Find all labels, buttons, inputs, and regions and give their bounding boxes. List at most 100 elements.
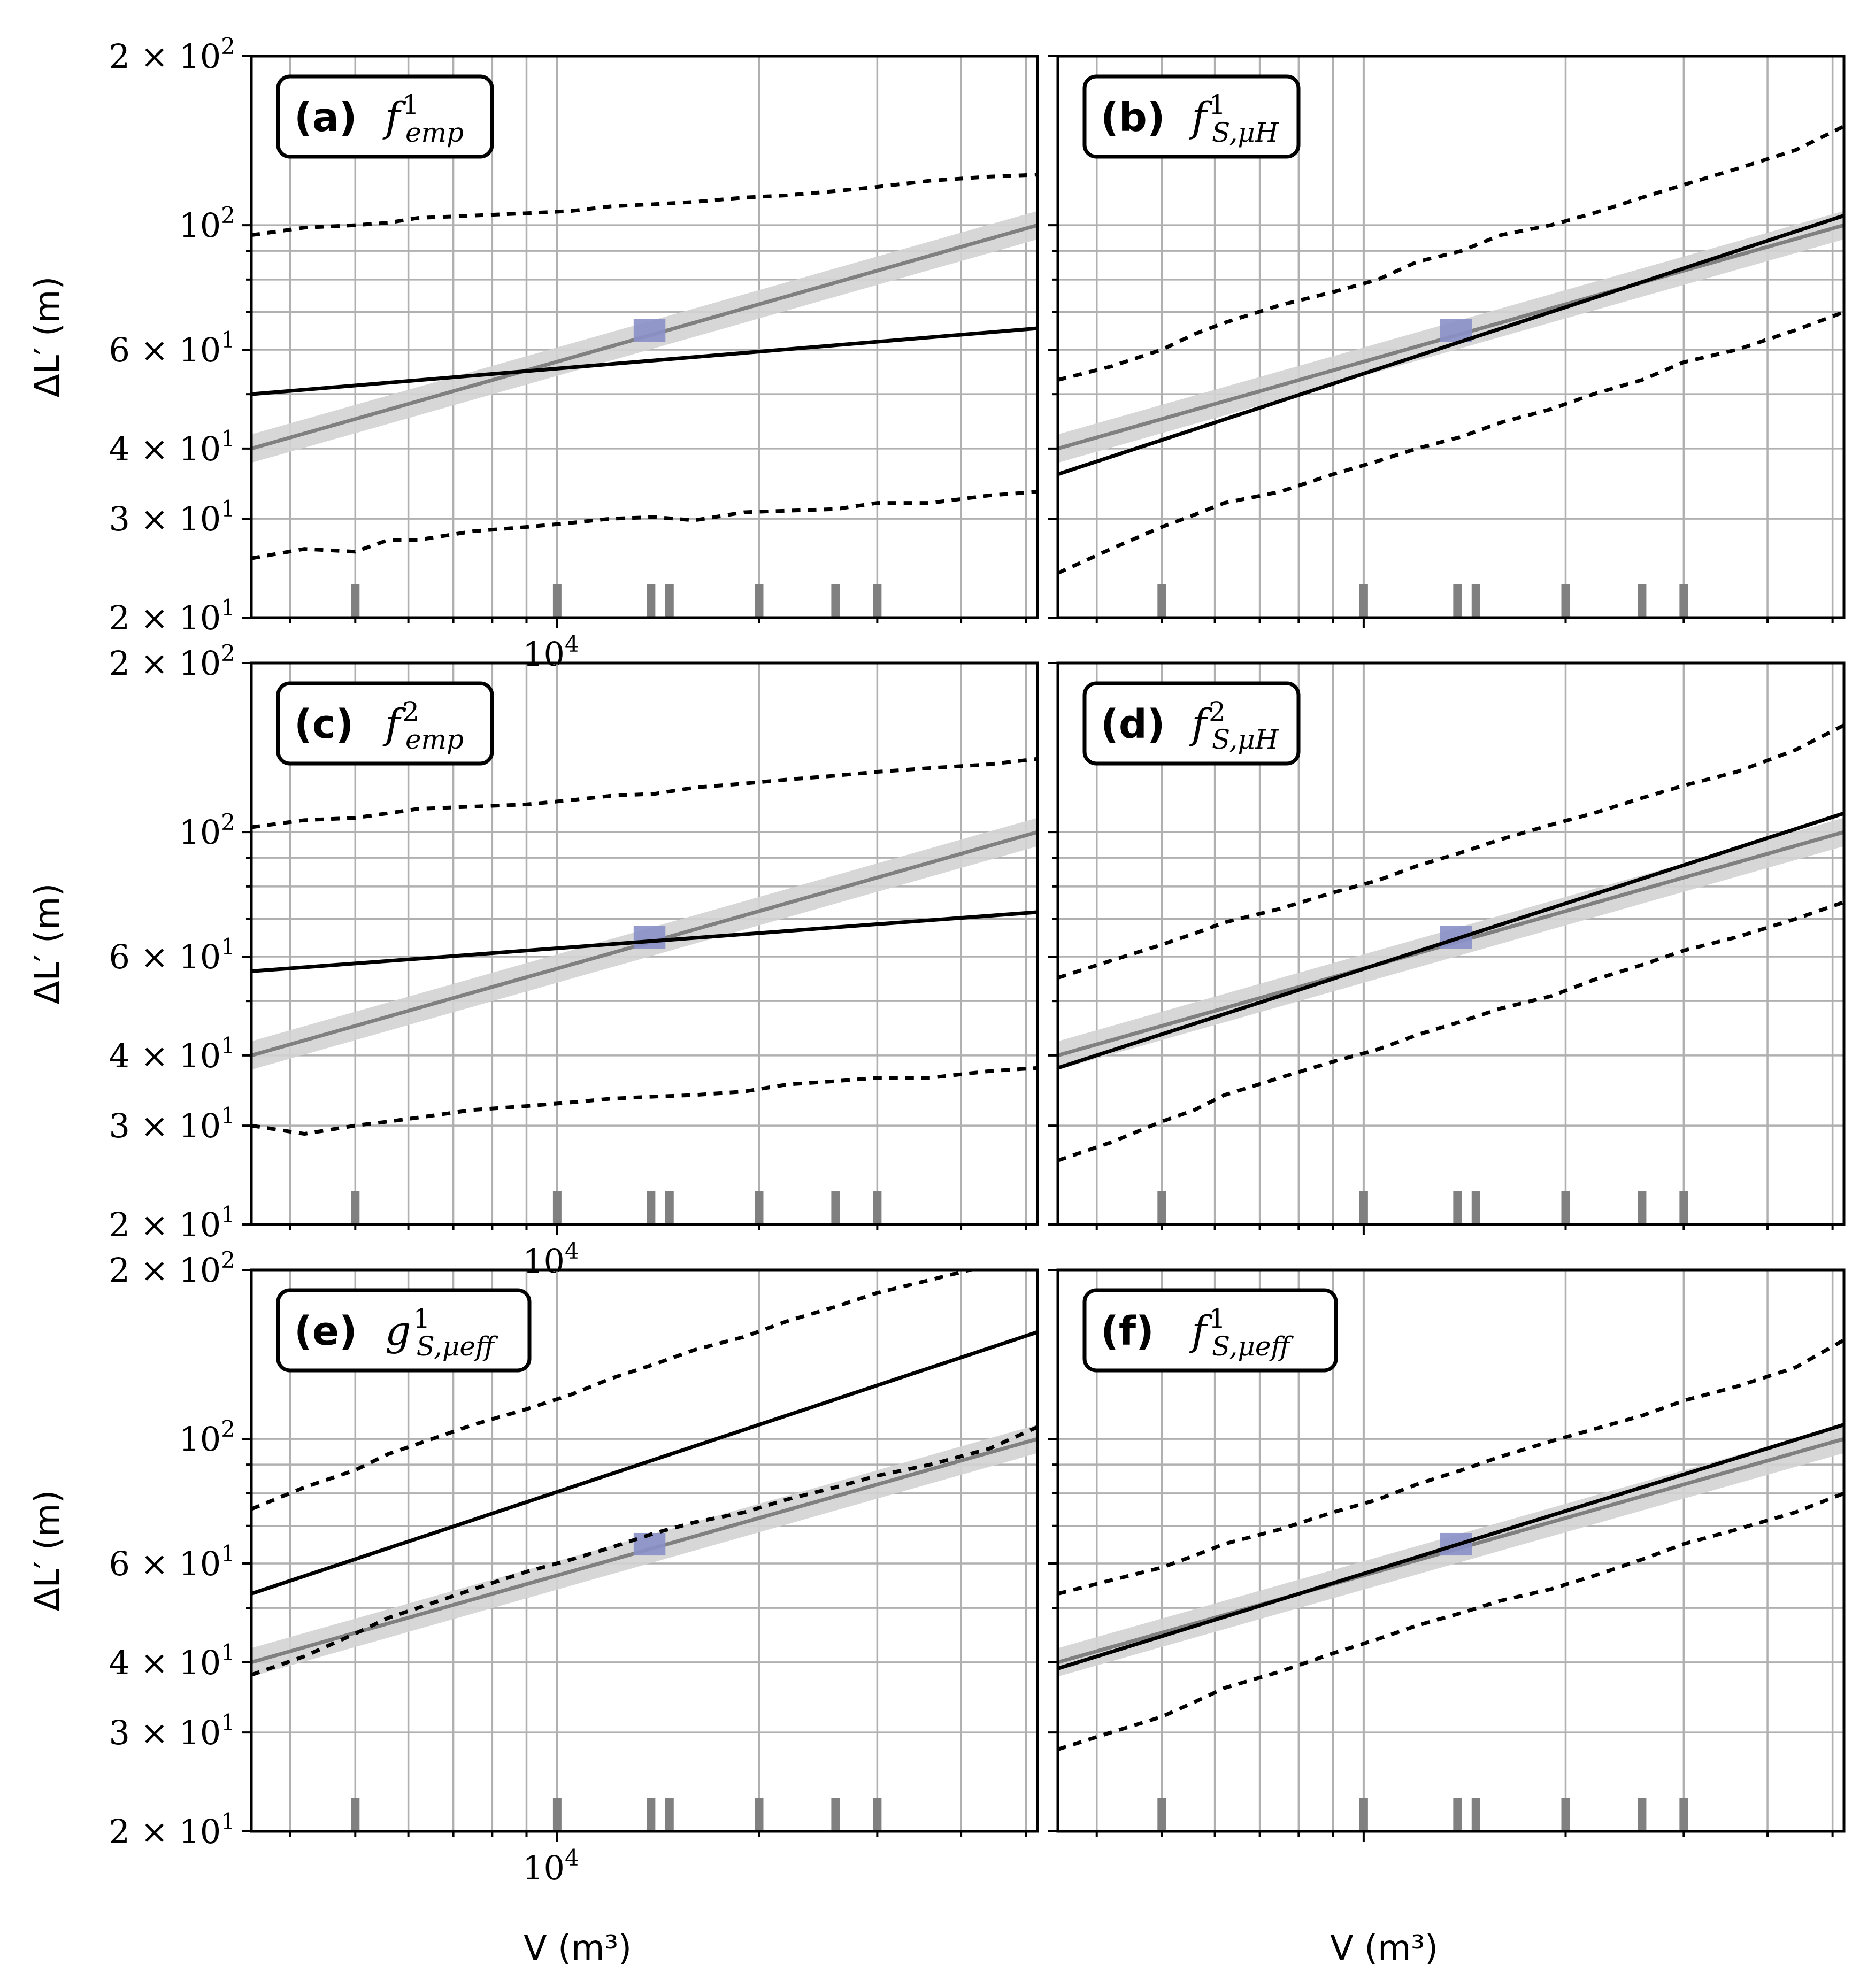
panel-label-box <box>276 681 494 766</box>
rug-mark <box>351 1191 360 1224</box>
axes-frame <box>250 1268 1039 1833</box>
lower-bound-line <box>1058 1491 1844 1751</box>
rug-mark <box>1157 1191 1166 1224</box>
panel-a: 2 × 101 3 × 101 4 × 101 6 × 101 102 2 × 102 10… <box>109 33 1039 674</box>
lower-bound-line <box>1058 310 1844 575</box>
x-axis-label: V (m³) <box>524 1929 632 1968</box>
y-tick-label: 2 × 101 <box>109 1201 235 1244</box>
highlight-box <box>633 926 666 949</box>
upper-bound-line <box>251 757 1038 829</box>
plot-area <box>251 1270 1038 1831</box>
panel-label-letter: (b) <box>1101 95 1165 141</box>
axes-frame <box>250 661 1039 1226</box>
upper-bound-line <box>1058 1338 1844 1596</box>
y-axis-label: ΔL′ (m) <box>28 1490 67 1612</box>
panel-label-math: g1 S,μeff <box>385 1303 498 1362</box>
lower-bound-line <box>251 490 1038 560</box>
plot-area <box>251 56 1038 618</box>
upper-bound-line <box>251 1270 978 1511</box>
rug-mark <box>1679 584 1688 618</box>
model-line <box>1058 213 1844 476</box>
lower-bound-line <box>251 1425 1038 1677</box>
panel-label-c: (c) f2 emp <box>276 681 494 766</box>
rug-mark <box>351 1798 360 1831</box>
rug-mark <box>755 584 764 618</box>
y-tick-label: 2 × 102 <box>109 33 235 76</box>
panel-label-box <box>276 1288 532 1373</box>
rug-mark <box>1157 584 1166 618</box>
panel-label-a: (a) f1 emp <box>276 74 494 159</box>
plot-area <box>1058 1270 1844 1831</box>
rug-mark <box>1471 584 1480 618</box>
y-tick-label: 6 × 101 <box>109 934 235 976</box>
panel-label-box <box>276 74 494 159</box>
rug-mark <box>552 584 562 618</box>
rug-mark <box>1359 1798 1368 1831</box>
model-line <box>251 326 1038 396</box>
model-line <box>251 1330 1038 1596</box>
axes-frame <box>250 55 1039 619</box>
x-tick-label: 104 <box>522 1238 579 1281</box>
rug-mark <box>1453 1798 1462 1831</box>
rug-mark <box>1561 1798 1570 1831</box>
model-line <box>1058 811 1844 1070</box>
rug-mark <box>1679 1798 1688 1831</box>
axes-frame <box>1056 1268 1846 1833</box>
rug-mark <box>647 1798 656 1831</box>
y-tick-label: 3 × 101 <box>109 496 235 538</box>
rug-mark <box>1453 1191 1462 1224</box>
panel-b: (b) f1 S,μH <box>1048 55 1846 628</box>
rug-mark <box>1679 1191 1688 1224</box>
y-tick-label: 102 <box>179 809 235 852</box>
panel-label-math: f1 emp <box>382 89 464 148</box>
rug-mark <box>351 584 360 618</box>
rug-mark <box>647 584 656 618</box>
panel-label-math: f1 S,μeff <box>1189 1303 1294 1362</box>
panel-label-box <box>1082 681 1301 766</box>
rug-mark <box>831 1798 840 1831</box>
highlight-box <box>633 319 666 342</box>
x-axis-label: V (m³) <box>1330 1929 1438 1968</box>
axes-frame <box>1056 661 1846 1226</box>
model-line <box>1058 1423 1844 1670</box>
y-tick-label: 2 × 102 <box>109 640 235 683</box>
panel-label-letter: (e) <box>294 1308 357 1354</box>
y-tick-label: 4 × 101 <box>109 1639 235 1682</box>
panel-label-box <box>1082 1288 1338 1373</box>
y-tick-label: 4 × 101 <box>109 426 235 468</box>
rug-mark <box>755 1798 764 1831</box>
y-tick-label: 3 × 101 <box>109 1709 235 1752</box>
panel-label-d: (d) f2 S,μH <box>1082 681 1301 766</box>
panel-c: 2 × 101 3 × 101 4 × 101 6 × 101 102 2 × 102 10… <box>109 640 1039 1281</box>
upper-bound-line <box>1058 723 1844 980</box>
y-tick-label: 2 × 102 <box>109 1247 235 1290</box>
rug-mark <box>665 1798 674 1831</box>
axes-frame <box>1056 55 1846 619</box>
rug-mark <box>552 1798 562 1831</box>
rug-mark <box>831 584 840 618</box>
plot-area <box>1058 56 1844 618</box>
panel-label-box <box>1082 74 1301 159</box>
panel-label-e: (e) g1 S,μeff <box>276 1288 532 1373</box>
y-tick-label: 2 × 101 <box>109 1808 235 1851</box>
panel-label-letter: (a) <box>294 95 357 141</box>
rug-mark <box>1359 1191 1368 1224</box>
panel-label-math: f1 S,μH <box>1189 89 1279 148</box>
panel-label-letter: (f) <box>1101 1308 1154 1354</box>
y-tick-label: 6 × 101 <box>109 327 235 369</box>
panel-label-letter: (d) <box>1101 702 1165 748</box>
x-tick-label: 104 <box>522 631 579 674</box>
lower-bound-line <box>1058 900 1844 1162</box>
rug-mark <box>1157 1798 1166 1831</box>
rug-mark <box>1638 1191 1647 1224</box>
y-tick-label: 102 <box>179 202 235 245</box>
y-tick-label: 4 × 101 <box>109 1032 235 1075</box>
rug-mark <box>1471 1798 1480 1831</box>
rug-mark <box>873 1191 882 1224</box>
panel-label-math: f2 emp <box>382 696 464 755</box>
rug-mark <box>1638 1798 1647 1831</box>
panel-label-b: (b) f1 S,μH <box>1082 74 1301 159</box>
rug-mark <box>1471 1191 1480 1224</box>
rug-mark <box>552 1191 562 1224</box>
